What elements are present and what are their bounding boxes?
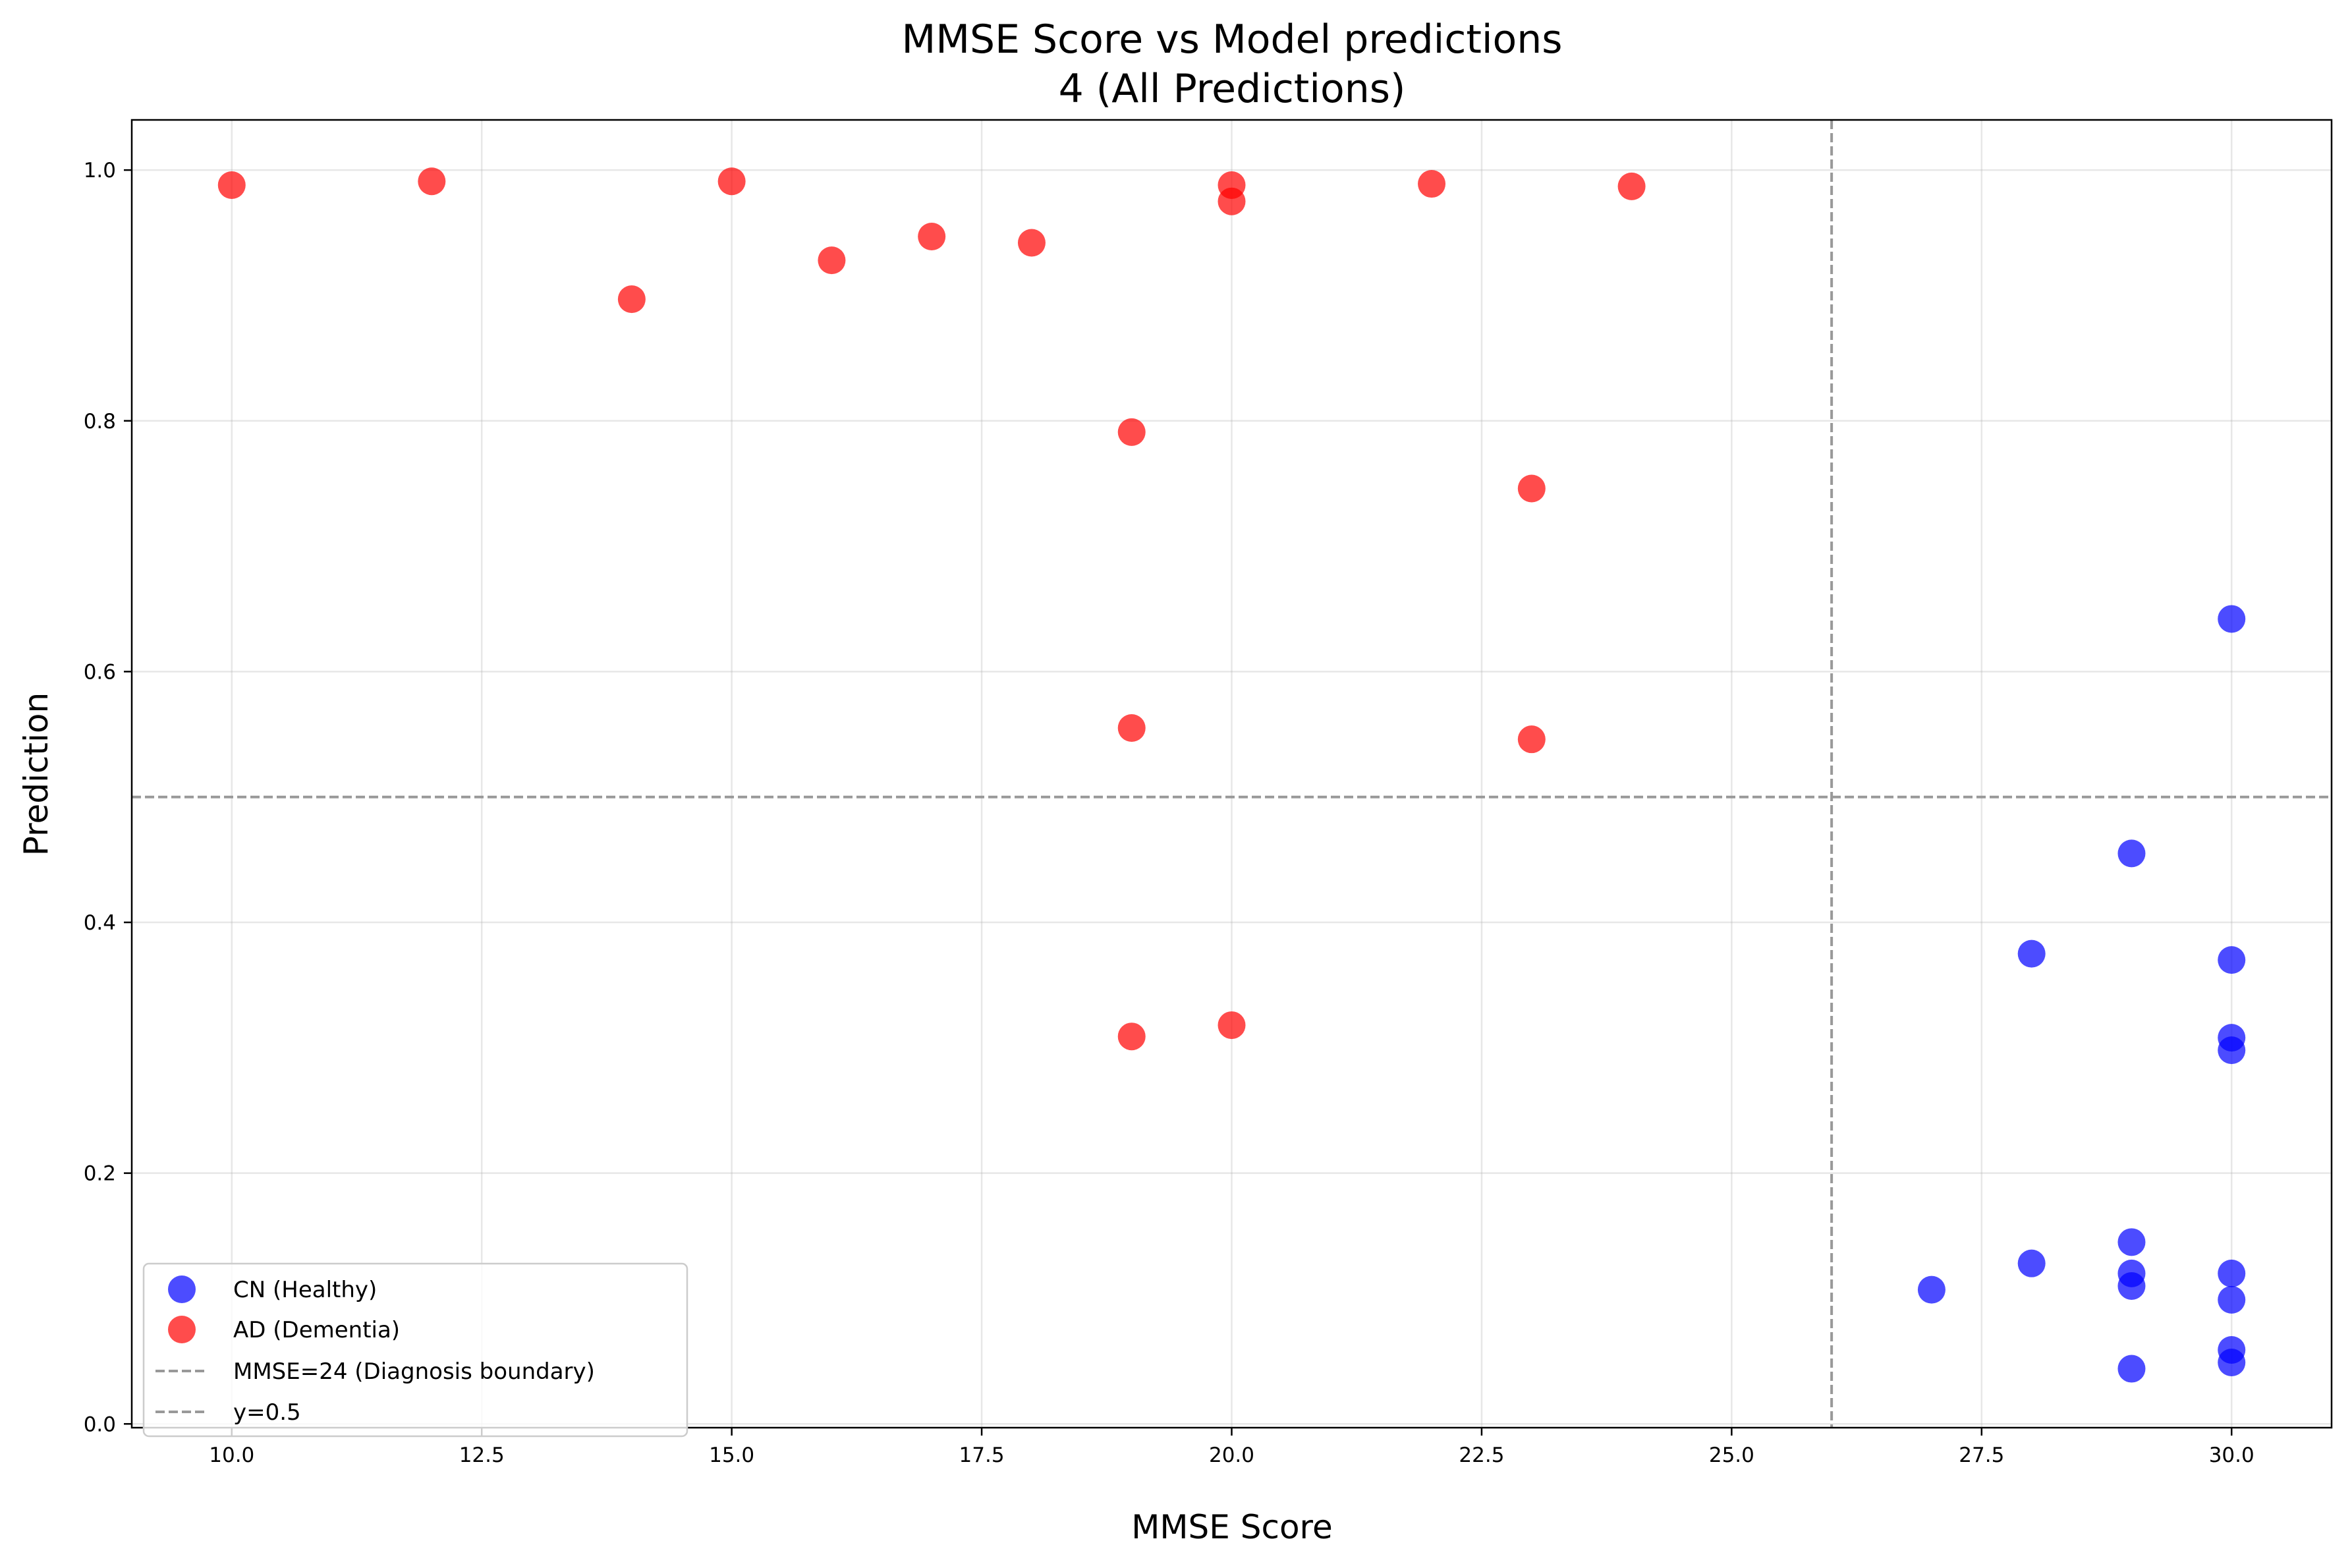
cn-data-point: [2218, 946, 2246, 974]
legend-label-y05: y=0.5: [233, 1399, 301, 1426]
y-tick-label: 0.2: [84, 1162, 116, 1186]
legend-label-cn: CN (Healthy): [233, 1277, 377, 1303]
x-tick-label: 12.5: [459, 1443, 505, 1467]
ad-data-point: [1517, 474, 1546, 503]
ad-data-point: [1117, 714, 1146, 742]
x-tick-label: 20.0: [1209, 1443, 1254, 1467]
legend-box: [142, 1262, 688, 1438]
cn-data-point: [2017, 1249, 2046, 1277]
cn-data-point: [2117, 839, 2146, 868]
x-tick-label: 15.0: [709, 1443, 754, 1467]
legend-label-mmse: MMSE=24 (Diagnosis boundary): [233, 1358, 595, 1385]
cn-data-point: [2117, 1355, 2146, 1383]
cn-data-point: [2218, 1036, 2246, 1065]
y-tick-label: 0.8: [84, 410, 116, 434]
x-tick-label: 22.5: [1459, 1443, 1504, 1467]
ad-data-point: [918, 222, 946, 250]
x-tick-label: 25.0: [1709, 1443, 1754, 1467]
ad-data-point: [1617, 172, 1646, 200]
y-tick-label: 0.0: [84, 1413, 116, 1436]
x-axis-label: MMSE Score: [1131, 1508, 1333, 1546]
ad-data-point: [1218, 187, 1246, 215]
x-axis-ticks: 10.0 12.5 15.0 17.5 20.0 22.5 25.0 27.5 30.0: [209, 1428, 2254, 1467]
cn-data-point: [2117, 1228, 2146, 1256]
ad-data-point: [217, 171, 246, 199]
ad-data-point: [418, 167, 446, 196]
x-tick-label: 10.0: [209, 1443, 254, 1467]
x-tick-label: 30.0: [2209, 1443, 2254, 1467]
y-tick-label: 0.6: [84, 660, 116, 684]
legend-marker-ad: [168, 1316, 196, 1343]
ad-data-point: [1218, 1011, 1246, 1040]
cn-data-point: [1917, 1275, 1946, 1304]
cn-data-point: [2218, 1259, 2246, 1287]
ad-data-point: [1117, 1022, 1146, 1051]
ad-data-point: [818, 246, 846, 275]
cn-data-point: [2218, 605, 2246, 633]
chart-title-line-2: 4 (All Predictions): [1059, 66, 1406, 112]
data-points: [217, 167, 2246, 1383]
cn-data-point: [2117, 1272, 2146, 1300]
y-tick-label: 1.0: [84, 159, 116, 182]
legend: CN (Healthy) AD (Dementia) MMSE=24 (Diag…: [142, 1262, 688, 1438]
ad-data-point: [1017, 229, 1046, 257]
chart-title-line-1: MMSE Score vs Model predictions: [901, 16, 1562, 63]
x-tick-label: 17.5: [959, 1443, 1005, 1467]
ad-data-point: [717, 167, 746, 196]
ad-data-point: [617, 285, 646, 314]
ad-data-point: [1517, 725, 1546, 754]
cn-data-point: [2218, 1285, 2246, 1314]
cn-data-point: [2017, 939, 2046, 968]
legend-label-ad: AD (Dementia): [233, 1317, 400, 1343]
x-tick-label: 27.5: [1959, 1443, 2004, 1467]
grid-lines: [132, 120, 2332, 1428]
y-tick-label: 0.4: [84, 911, 116, 935]
y-axis-label: Prediction: [17, 692, 55, 856]
ad-data-point: [1117, 418, 1146, 446]
legend-marker-cn: [168, 1275, 196, 1303]
ad-data-point: [1418, 170, 1446, 198]
cn-data-point: [2218, 1349, 2246, 1377]
y-axis-ticks: 0.0 0.2 0.4 0.6 0.8 1.0: [84, 159, 132, 1436]
reference-lines: [132, 120, 2332, 1428]
